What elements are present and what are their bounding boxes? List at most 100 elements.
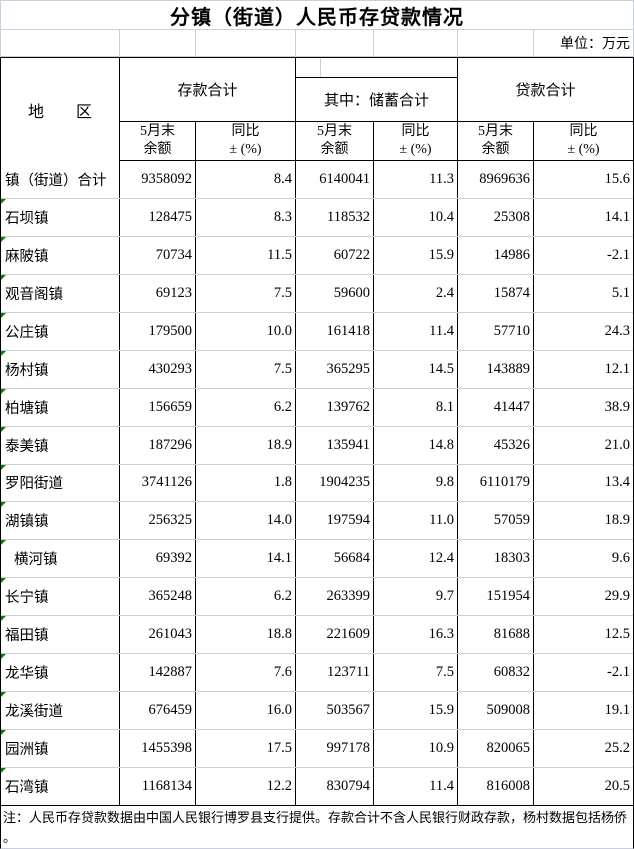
loan-yoy-cell[interactable]: 12.1 bbox=[604, 360, 630, 377]
title-row[interactable]: 分镇（街道）人民币存贷款情况 bbox=[0, 0, 634, 29]
savings-yoy-cell[interactable]: 11.4 bbox=[374, 768, 458, 805]
savings-yoy-cell[interactable]: 11.4 bbox=[374, 312, 458, 350]
savings-balance-cell[interactable]: 123711 bbox=[296, 654, 374, 692]
savings-balance-cell[interactable]: 997178 bbox=[296, 730, 374, 767]
loan-balance-cell[interactable]: 45326 bbox=[458, 426, 534, 464]
deposit-balance-cell[interactable]: 156659 bbox=[120, 388, 196, 426]
loan-balance-cell[interactable]: 41447 bbox=[458, 388, 534, 426]
header-loan-balance[interactable]: 5月末 余额 bbox=[458, 122, 534, 161]
loan-balance-cell[interactable]: 57710 bbox=[458, 312, 534, 350]
region-cell[interactable]: 罗阳街道 bbox=[1, 464, 120, 502]
loan-yoy-cell[interactable]: 24.3 bbox=[604, 322, 630, 339]
savings-yoy-cell[interactable]: 11.3 bbox=[374, 161, 458, 198]
loan-balance-cell[interactable]: 57059 bbox=[458, 502, 534, 540]
savings-balance-cell[interactable]: 59600 bbox=[296, 274, 374, 312]
deposit-balance-cell[interactable]: 1168134 bbox=[120, 768, 196, 805]
deposit-balance-cell[interactable]: 69123 bbox=[120, 274, 196, 312]
savings-balance-cell[interactable]: 118532 bbox=[296, 198, 374, 236]
region-cell[interactable]: 龙华镇 bbox=[1, 654, 120, 692]
loan-balance-cell[interactable]: 6110179 bbox=[458, 464, 534, 502]
header-region[interactable]: 地 区 bbox=[1, 58, 120, 161]
savings-yoy-cell[interactable]: 8.1 bbox=[374, 388, 458, 426]
deposit-yoy-cell[interactable]: 11.5 bbox=[196, 236, 296, 274]
loan-yoy-cell[interactable]: 5.1 bbox=[611, 284, 630, 301]
savings-balance-cell[interactable]: 56684 bbox=[296, 540, 374, 578]
savings-balance-cell[interactable]: 6140041 bbox=[296, 161, 374, 198]
deposit-yoy-cell[interactable]: 1.8 bbox=[196, 464, 296, 502]
loan-balance-cell[interactable]: 14986 bbox=[458, 236, 534, 274]
loan-yoy-cell[interactable]: 20.5 bbox=[604, 777, 630, 794]
loan-yoy-cell[interactable]: 9.6 bbox=[611, 550, 630, 567]
savings-yoy-cell[interactable]: 9.7 bbox=[374, 578, 458, 616]
loan-yoy-cell[interactable]: 25.2 bbox=[604, 740, 630, 757]
deposit-balance-cell[interactable]: 261043 bbox=[120, 616, 196, 654]
deposit-yoy-cell[interactable]: 8.3 bbox=[196, 198, 296, 236]
deposit-balance-cell[interactable]: 256325 bbox=[120, 502, 196, 540]
savings-balance-cell[interactable]: 1904235 bbox=[296, 464, 374, 502]
deposit-yoy-cell[interactable]: 12.2 bbox=[196, 768, 296, 805]
loan-balance-cell[interactable]: 8969636 bbox=[458, 161, 534, 198]
region-cell[interactable]: 横河镇 bbox=[1, 540, 120, 578]
deposit-yoy-cell[interactable]: 14.1 bbox=[196, 540, 296, 578]
savings-yoy-cell[interactable]: 10.9 bbox=[374, 730, 458, 767]
savings-balance-cell[interactable]: 503567 bbox=[296, 692, 374, 730]
deposit-balance-cell[interactable]: 142887 bbox=[120, 654, 196, 692]
savings-balance-cell[interactable]: 135941 bbox=[296, 426, 374, 464]
region-cell[interactable]: 福田镇 bbox=[1, 616, 120, 654]
loan-yoy-cell[interactable]: -2.1 bbox=[607, 664, 630, 681]
region-cell[interactable]: 公庄镇 bbox=[1, 312, 120, 350]
loan-yoy-cell[interactable]: 14.1 bbox=[604, 208, 630, 225]
region-cell[interactable]: 观音阁镇 bbox=[1, 274, 120, 312]
deposit-yoy-cell[interactable]: 7.5 bbox=[196, 350, 296, 388]
region-cell[interactable]: 柏塘镇 bbox=[1, 388, 120, 426]
deposit-yoy-cell[interactable]: 7.6 bbox=[196, 654, 296, 692]
deposit-yoy-cell[interactable]: 16.0 bbox=[196, 692, 296, 730]
savings-balance-cell[interactable]: 830794 bbox=[296, 768, 374, 805]
deposit-balance-cell[interactable]: 128475 bbox=[120, 198, 196, 236]
loan-balance-cell[interactable]: 18303 bbox=[458, 540, 534, 578]
savings-yoy-cell[interactable]: 16.3 bbox=[374, 616, 458, 654]
savings-balance-cell[interactable]: 221609 bbox=[296, 616, 374, 654]
header-deposit-yoy[interactable]: 同比 ± (%) bbox=[196, 122, 296, 161]
region-cell[interactable]: 麻陂镇 bbox=[1, 236, 120, 274]
loan-balance-cell[interactable]: 15874 bbox=[458, 274, 534, 312]
region-cell[interactable]: 石坝镇 bbox=[1, 198, 120, 236]
deposit-balance-cell[interactable]: 187296 bbox=[120, 426, 196, 464]
savings-balance-cell[interactable]: 365295 bbox=[296, 350, 374, 388]
savings-yoy-cell[interactable]: 14.5 bbox=[374, 350, 458, 388]
savings-yoy-cell[interactable]: 2.4 bbox=[374, 274, 458, 312]
savings-yoy-cell[interactable]: 14.8 bbox=[374, 426, 458, 464]
deposit-balance-cell[interactable]: 676459 bbox=[120, 692, 196, 730]
loan-balance-cell[interactable]: 60832 bbox=[458, 654, 534, 692]
loan-balance-cell[interactable]: 816008 bbox=[458, 768, 534, 805]
savings-yoy-cell[interactable]: 15.9 bbox=[374, 236, 458, 274]
deposit-yoy-cell[interactable]: 6.2 bbox=[196, 578, 296, 616]
savings-balance-cell[interactable]: 139762 bbox=[296, 388, 374, 426]
header-group-loans[interactable]: 贷款合计 bbox=[458, 58, 633, 122]
region-cell[interactable]: 镇（街道）合计 bbox=[1, 161, 120, 198]
loan-yoy-cell[interactable]: 29.9 bbox=[604, 588, 630, 605]
loan-yoy-cell[interactable]: -2.1 bbox=[607, 246, 630, 263]
savings-yoy-cell[interactable]: 7.5 bbox=[374, 654, 458, 692]
deposit-yoy-cell[interactable]: 10.0 bbox=[196, 312, 296, 350]
savings-balance-cell[interactable]: 263399 bbox=[296, 578, 374, 616]
savings-yoy-cell[interactable]: 15.9 bbox=[374, 692, 458, 730]
deposit-balance-cell[interactable]: 1455398 bbox=[120, 730, 196, 767]
loan-balance-cell[interactable]: 151954 bbox=[458, 578, 534, 616]
deposit-balance-cell[interactable]: 69392 bbox=[120, 540, 196, 578]
unit-row[interactable]: 单位：万元 bbox=[0, 29, 634, 57]
loan-balance-cell[interactable]: 143889 bbox=[458, 350, 534, 388]
region-cell[interactable]: 园洲镇 bbox=[1, 730, 120, 767]
deposit-yoy-cell[interactable]: 6.2 bbox=[196, 388, 296, 426]
region-cell[interactable]: 湖镇镇 bbox=[1, 502, 120, 540]
savings-balance-cell[interactable]: 197594 bbox=[296, 502, 374, 540]
header-savings-yoy[interactable]: 同比 ± (%) bbox=[374, 122, 458, 161]
loan-yoy-cell[interactable]: 38.9 bbox=[604, 398, 630, 415]
header-savings-balance[interactable]: 5月末 余额 bbox=[296, 122, 374, 161]
deposit-yoy-cell[interactable]: 17.5 bbox=[196, 730, 296, 767]
region-cell[interactable]: 石湾镇 bbox=[1, 768, 120, 805]
loan-yoy-cell[interactable]: 13.4 bbox=[604, 474, 630, 491]
deposit-yoy-cell[interactable]: 8.4 bbox=[196, 161, 296, 198]
loan-balance-cell[interactable]: 81688 bbox=[458, 616, 534, 654]
header-deposit-balance[interactable]: 5月末 余额 bbox=[120, 122, 196, 161]
